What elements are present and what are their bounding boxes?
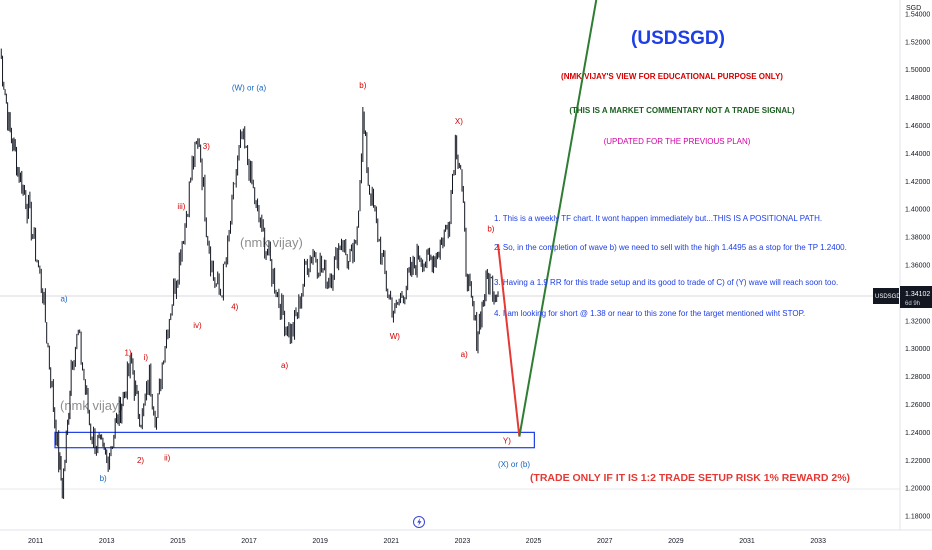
wave-label: b)	[359, 81, 366, 90]
subtitle-update: (UPDATED FOR THE PREVIOUS PLAN)	[604, 137, 751, 146]
y-tick-label: 1.48000	[905, 95, 930, 102]
y-tick-label: 1.42000	[905, 179, 930, 186]
y-tick-label: 1.22000	[905, 458, 930, 465]
price-box	[900, 286, 932, 308]
y-tick-label: 1.24000	[905, 430, 930, 437]
x-tick-label: 2013	[99, 538, 115, 545]
wave-label: iv)	[193, 321, 202, 330]
target-zone-box[interactable]	[54, 431, 535, 449]
y-tick-label: 1.36000	[905, 263, 930, 270]
x-tick-label: 2031	[739, 538, 755, 545]
y-tick-label: 1.38000	[905, 235, 930, 242]
note-4: 4. I am looking for short @ 1.38 or near…	[494, 309, 805, 318]
wave-label: a)	[461, 350, 468, 359]
x-axis-ticks[interactable]: 2011 2013 2015 2017 2019 2021 2023 2025 2027 2029…	[28, 538, 826, 545]
symbol-badge	[873, 288, 899, 304]
y-tick-label: 1.26000	[905, 402, 930, 409]
wave-label: 4)	[231, 303, 238, 312]
currency-label: SGD	[906, 5, 921, 12]
note-1: 1. This is a weekly TF chart. It wont ha…	[494, 214, 822, 223]
y-tick-label: 1.20000	[905, 486, 930, 493]
wave-label: b)	[100, 474, 107, 483]
x-tick-label: 2019	[312, 538, 328, 545]
wave-label: iii)	[177, 202, 185, 211]
x-tick-label: 2023	[455, 538, 471, 545]
y-tick-label: 1.32000	[905, 318, 930, 325]
y-tick-label: 1.18000	[905, 514, 930, 521]
risk-warning: (TRADE ONLY IF IT IS 1:2 TRADE SETUP RIS…	[530, 472, 850, 484]
projection-lines[interactable]	[497, 0, 601, 437]
x-tick-label: 2011	[28, 538, 43, 545]
y-tick-label: 1.46000	[905, 123, 930, 130]
x-tick-label: 2025	[526, 538, 542, 545]
wave-label: a)	[281, 361, 288, 370]
subtitle-commentary: (THIS IS A MARKET COMMENTARY NOT A TRADE…	[569, 106, 795, 115]
wave-label: ii)	[164, 453, 171, 462]
badge-countdown: 6d 9h	[905, 301, 920, 307]
watermark: (nmk vijay)	[60, 398, 123, 413]
subtitle-disclaimer: (NMK VIJAY'S VIEW FOR EDUCATIONAL PURPOS…	[561, 72, 783, 81]
chart-title: (USDSGD)	[631, 28, 725, 49]
x-tick-label: 2021	[384, 538, 400, 545]
y-tick-label: 1.44000	[905, 151, 930, 158]
y-tick-label: 1.28000	[905, 374, 930, 381]
x-tick-label: 2017	[241, 538, 257, 545]
bullish-projection-line[interactable]	[518, 0, 601, 437]
lightning-bolt-icon[interactable]	[413, 516, 425, 528]
y-axis-ticks[interactable]: 1.54000 1.52000 1.50000 1.48000 1.46000 1.440…	[905, 11, 930, 520]
wave-label: a)	[60, 294, 67, 303]
wave-label: (W) or (a)	[232, 84, 267, 93]
wave-label: i)	[144, 353, 149, 362]
y-tick-label: 1.40000	[905, 207, 930, 214]
note-2: 2. So, in the completion of wave b) we n…	[494, 243, 847, 252]
price-series[interactable]	[0, 48, 499, 499]
wave-labels: a) b) 1) 2) i) ii) iii) iv) 3) 4) (W) or (a) a) b) W)…	[60, 81, 530, 483]
wave-label: X)	[455, 117, 463, 126]
x-tick-label: 2027	[597, 538, 613, 545]
badge-price: 1.34102	[905, 291, 930, 298]
note-3: 3. Having a 1.9 RR for this trade setup …	[494, 278, 838, 287]
wave-label: 1)	[125, 349, 132, 358]
y-tick-label: 1.54000	[905, 11, 930, 18]
bearish-projection-line[interactable]	[497, 243, 521, 437]
wave-label: W)	[390, 332, 401, 341]
watermark: (nmk vijay)	[240, 235, 303, 250]
x-tick-label: 2015	[170, 538, 186, 545]
y-tick-label: 1.52000	[905, 39, 930, 46]
wave-label: Y)	[503, 437, 511, 446]
wave-label: (X) or (b)	[498, 460, 530, 469]
y-tick-label: 1.50000	[905, 67, 930, 74]
wave-label: b)	[487, 225, 494, 234]
wave-label: 3)	[203, 142, 210, 151]
x-tick-label: 2029	[668, 538, 684, 545]
price-badge[interactable]: USDSGD 1.34102 6d 9h	[873, 286, 932, 308]
plot-area[interactable]	[0, 0, 900, 530]
badge-symbol: USDSGD	[875, 294, 901, 300]
y-tick-label: 1.30000	[905, 346, 930, 353]
wave-label: 2)	[137, 456, 144, 465]
x-tick-label: 2033	[810, 538, 826, 545]
